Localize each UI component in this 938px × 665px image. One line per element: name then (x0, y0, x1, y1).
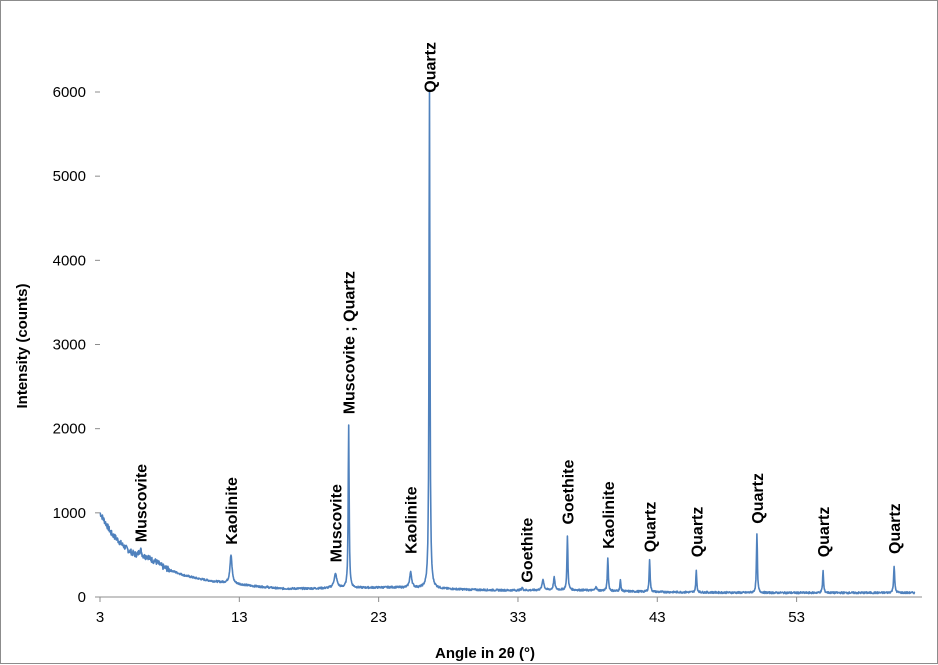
peak-label: Quartz (643, 502, 660, 553)
peak-label: Muscovite (133, 464, 150, 542)
peak-label: Muscovite ; Quartz (342, 271, 359, 414)
y-tick-label: 1000 (53, 505, 86, 522)
x-tick-label: 53 (788, 609, 805, 626)
peak-label: Quartz (887, 503, 904, 554)
peak-label: Goethite (560, 460, 577, 525)
peak-label: Kaolinite (601, 481, 618, 549)
x-tick-label: 23 (370, 609, 387, 626)
peak-label: Muscovite (329, 484, 346, 562)
y-axis-ticks: 0 1000 2000 3000 4000 5000 6000 (53, 84, 100, 606)
peak-label: Quartz (689, 507, 706, 558)
x-tick-label: 3 (96, 609, 104, 626)
peak-label: Quartz (816, 507, 833, 558)
peak-label: Goethite (519, 518, 536, 583)
x-tick-label: 33 (510, 609, 527, 626)
x-tick-label: 43 (649, 609, 666, 626)
y-tick-label: 6000 (53, 84, 86, 101)
x-tick-label: 13 (231, 609, 248, 626)
peak-label: Quartz (423, 42, 440, 93)
y-tick-label: 2000 (53, 421, 86, 438)
y-tick-label: 0 (78, 589, 86, 606)
peak-annotations: Muscovite Kaolinite Muscovite Muscovite ; Q… (133, 42, 904, 583)
y-tick-label: 3000 (53, 337, 86, 354)
y-tick-label: 4000 (53, 252, 86, 269)
peak-label: Quartz (750, 473, 767, 524)
x-axis-ticks: 3 13 23 33 43 53 (96, 597, 805, 626)
y-tick-label: 5000 (53, 168, 86, 185)
peak-label: Kaolinite (224, 477, 241, 545)
x-axis-title: Angle in 2θ (°) (435, 645, 535, 662)
peak-label: Kaolinite (404, 486, 421, 554)
y-axis-title: Intensity (counts) (14, 283, 31, 408)
diffraction-pattern-line (99, 90, 916, 595)
